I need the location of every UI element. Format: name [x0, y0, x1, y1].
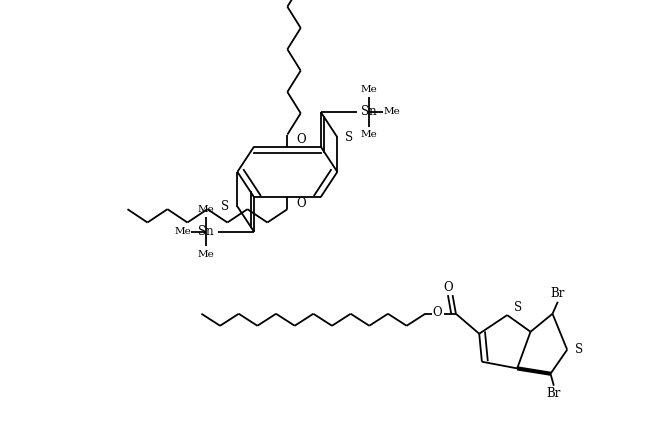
Text: Me: Me [174, 227, 191, 236]
Text: Me: Me [360, 130, 377, 139]
Text: Sn: Sn [198, 225, 214, 239]
Text: S: S [221, 200, 229, 213]
Text: Me: Me [198, 250, 214, 259]
Text: S: S [514, 301, 522, 314]
Text: O: O [443, 281, 453, 294]
Text: Me: Me [360, 85, 377, 94]
Text: O: O [297, 134, 307, 146]
Text: O: O [432, 306, 442, 319]
Text: Br: Br [546, 387, 561, 400]
Text: Br: Br [550, 287, 565, 300]
Text: S: S [575, 343, 583, 356]
Text: O: O [297, 197, 307, 210]
Text: Sn: Sn [361, 105, 377, 118]
Text: Me: Me [383, 107, 400, 117]
Text: Me: Me [198, 205, 214, 214]
Text: S: S [345, 131, 353, 144]
